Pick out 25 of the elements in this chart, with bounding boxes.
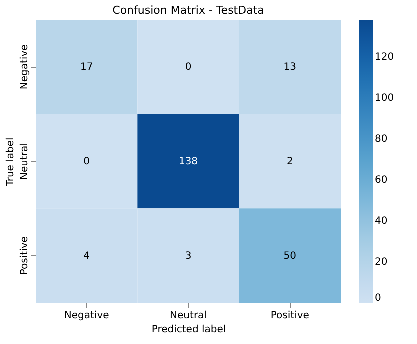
y-tick-label: Negative (20, 44, 30, 90)
data-label: 4 (84, 250, 90, 262)
data-label: 0 (185, 62, 192, 74)
color-bar-label: 40 (375, 216, 388, 227)
data-label: 2 (286, 156, 294, 168)
y-tick-label: Positive (20, 236, 30, 276)
data-label: 50 (284, 250, 297, 262)
x-tick-label: Negative (64, 310, 110, 322)
data-label: 17 (80, 62, 94, 74)
color-bar-label: 20 (375, 256, 388, 268)
x-axis-title: Predicted label (152, 324, 226, 336)
color-bar-label: 80 (375, 134, 388, 145)
data-label: 0 (84, 156, 90, 168)
color-bar-label: 100 (375, 92, 394, 104)
y-axis-title: True label (6, 138, 16, 188)
x-tick-label: Positive (270, 310, 310, 322)
color-bar-label: 0 (375, 293, 382, 304)
color-bar-label: 60 (375, 174, 388, 186)
color-bar-label: 120 (375, 52, 394, 63)
y-tick-label: Neutral (20, 143, 30, 180)
data-label: 3 (185, 250, 192, 262)
data-label: 13 (284, 62, 297, 74)
x-tick-label: Neutral (170, 310, 207, 322)
chart-title: Confusion Matrix - TestData (112, 4, 264, 17)
data-label: 138 (178, 156, 198, 168)
